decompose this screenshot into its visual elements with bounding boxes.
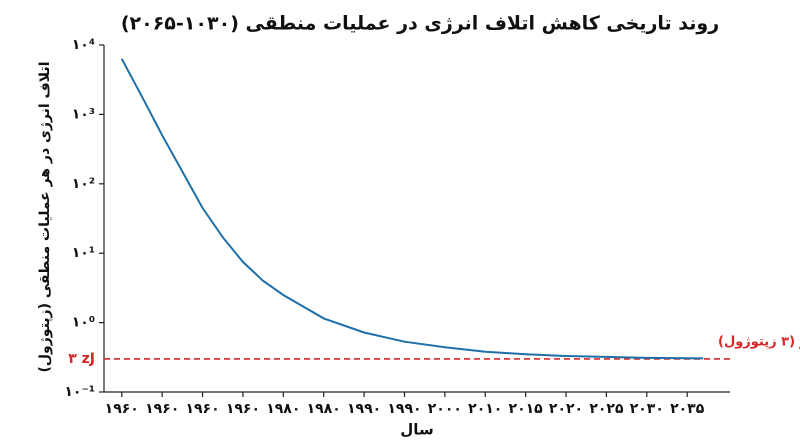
x-tick-label: ۱۹۸۰ bbox=[307, 401, 341, 417]
y-tick-label: ۱۰² bbox=[72, 176, 95, 192]
x-tick-label: ۱۹۹۰ bbox=[387, 401, 421, 417]
reference-annotation: حد لانداوئر (۳ زپتوژول) bbox=[718, 334, 800, 349]
y-tick-label: ۱۰⁰ bbox=[72, 315, 95, 331]
x-tick-label: ۱۹۶۰ bbox=[226, 401, 260, 417]
y-tick-label: ۱۰³ bbox=[72, 106, 95, 122]
x-tick-label: ۱۹۸۰ bbox=[266, 401, 300, 417]
x-tick-label: ۱۹۹۰ bbox=[347, 401, 381, 417]
x-tick-label: ۲۰۳۰ bbox=[630, 401, 664, 417]
x-tick-label: ۱۹۶۰ bbox=[185, 401, 219, 417]
line-series bbox=[120, 58, 704, 360]
x-tick-label: ۲۰۲۰ bbox=[549, 401, 583, 417]
x-axis-label: سال bbox=[400, 421, 433, 439]
reference-label: ۳ zJ bbox=[68, 351, 95, 367]
y-axis-label: اتلاف انرژی در هر عملیات منطقی (زپتوژول) bbox=[37, 62, 53, 373]
x-tick-label: ۱۹۶۰ bbox=[105, 401, 139, 417]
x-tick-label: ۲۰۳۵ bbox=[670, 401, 705, 417]
x-tick-label: ۱۹۶۰ bbox=[145, 401, 179, 417]
y-tick-label: ۱۰⁻¹ bbox=[64, 384, 95, 400]
y-tick-label: ۱۰⁴ bbox=[72, 37, 95, 53]
chart-title: روند تاریخی کاهش اتلاف انرژی در عملیات م… bbox=[121, 13, 719, 35]
x-tick-label: ۲۰۱۵ bbox=[509, 401, 544, 417]
x-tick-label: ۲۰۰۰ bbox=[428, 401, 462, 417]
y-tick-label: ۱۰¹ bbox=[72, 245, 95, 261]
x-tick-label: ۲۰۲۵ bbox=[589, 401, 624, 417]
x-tick-label: ۲۰۱۰ bbox=[468, 401, 502, 417]
